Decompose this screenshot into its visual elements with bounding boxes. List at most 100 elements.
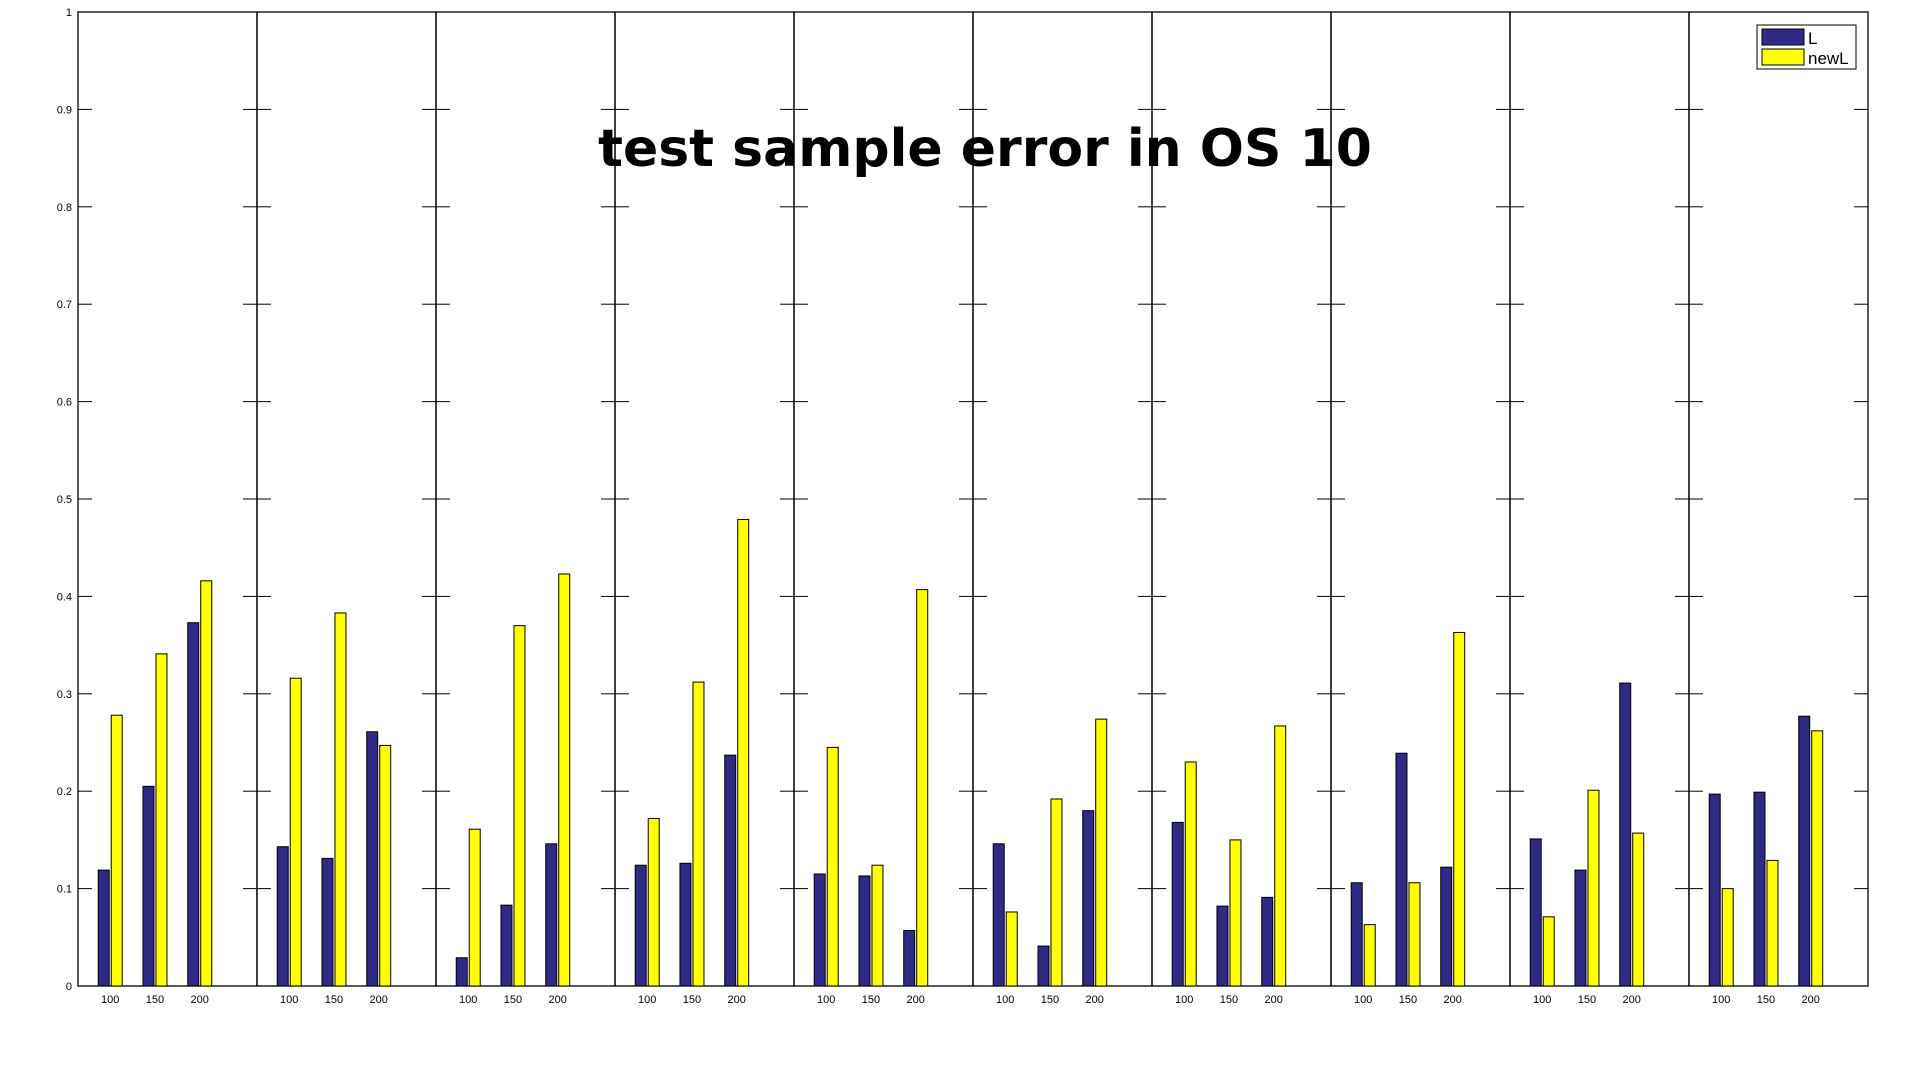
bar-l	[1708, 793, 1721, 987]
bar-newl	[200, 580, 213, 987]
bar-newl	[1587, 789, 1600, 987]
bar-newl	[558, 573, 571, 987]
x-tick-label: 200	[191, 994, 209, 1006]
bar-l	[1529, 838, 1542, 987]
x-tick-label: 200	[370, 994, 388, 1006]
x-tick-label: 200	[1444, 994, 1462, 1006]
bar-l	[1171, 821, 1184, 987]
y-tick-label: 1	[66, 7, 72, 19]
panel-8: 100 150 200	[1330, 11, 1511, 1006]
x-tick-label: 150	[683, 994, 701, 1006]
bar-l	[366, 731, 379, 987]
panels-layer: 100 150 200 100 150 200 100 150 200 100 150 200 100 1…	[77, 11, 1869, 1006]
legend-label-l: L	[1808, 29, 1817, 48]
bar-newl	[1229, 839, 1242, 987]
bar-l	[813, 873, 826, 987]
panel-7: 100 150 200	[1151, 11, 1332, 1006]
y-tick-label: 0.4	[57, 591, 72, 603]
bar-l	[545, 843, 558, 987]
x-tick-label: 100	[638, 994, 656, 1006]
bar-newl	[1184, 761, 1197, 987]
panel-4: 100 150 200	[614, 11, 795, 1006]
x-tick-label: 100	[1712, 994, 1730, 1006]
bar-newl	[1721, 888, 1734, 987]
bar-l	[276, 846, 289, 987]
x-tick-label: 200	[728, 994, 746, 1006]
bar-l	[500, 904, 513, 987]
bar-newl	[1095, 718, 1108, 987]
x-tick-label: 100	[1354, 994, 1372, 1006]
bar-l	[1574, 869, 1587, 987]
x-tick-label: 150	[1399, 994, 1417, 1006]
y-tick-label: 0	[66, 981, 72, 993]
bar-newl	[1005, 911, 1018, 987]
bar-l	[1395, 752, 1408, 987]
bar-l	[903, 929, 916, 987]
bar-l	[187, 622, 200, 987]
bar-newl	[334, 612, 347, 987]
x-tick-label: 100	[1533, 994, 1551, 1006]
x-tick-label: 200	[549, 994, 567, 1006]
x-tick-label: 150	[146, 994, 164, 1006]
bar-newl	[468, 828, 481, 987]
y-axis-ticks: 0 0.1 0.2 0.3 0.4 0.5 0.6 0.7 0.8 0.9 1	[57, 7, 72, 993]
bar-newl	[871, 864, 884, 987]
x-tick-label: 150	[1757, 994, 1775, 1006]
bar-l	[1037, 945, 1050, 987]
bar-newl	[1632, 832, 1645, 987]
bar-newl	[379, 744, 392, 987]
x-tick-label: 100	[817, 994, 835, 1006]
bar-l	[679, 862, 692, 987]
bar-l	[858, 875, 871, 987]
panel-10: 100 150 200	[1688, 11, 1869, 1006]
panel-5: 100 150 200	[793, 11, 974, 1006]
x-tick-label: 100	[280, 994, 298, 1006]
x-tick-label: 200	[1802, 994, 1820, 1006]
bar-l	[321, 857, 334, 987]
x-tick-label: 100	[1175, 994, 1193, 1006]
y-tick-label: 0.8	[57, 202, 72, 214]
legend: L newL	[1756, 24, 1857, 70]
chart-title: test sample error in OS 10	[598, 119, 1372, 179]
bar-newl	[692, 681, 705, 987]
bar-newl	[1408, 882, 1421, 987]
bar-newl	[110, 714, 123, 987]
x-tick-label: 150	[862, 994, 880, 1006]
x-tick-label: 150	[325, 994, 343, 1006]
bar-l	[1350, 882, 1363, 987]
bar-newl	[647, 817, 660, 987]
y-tick-label: 0.3	[57, 689, 72, 701]
x-tick-label: 200	[1623, 994, 1641, 1006]
x-tick-label: 150	[1578, 994, 1596, 1006]
y-tick-label: 0.7	[57, 299, 72, 311]
bar-newl	[737, 518, 750, 987]
bar-newl	[826, 746, 839, 987]
bar-newl	[513, 625, 526, 987]
legend-swatch-newl	[1761, 48, 1805, 66]
bar-l	[1440, 866, 1453, 987]
y-tick-label: 0.1	[57, 884, 72, 896]
x-tick-label: 150	[1220, 994, 1238, 1006]
y-tick-label: 0.6	[57, 397, 72, 409]
bar-l	[455, 957, 468, 987]
panel-1: 100 150 200	[77, 11, 258, 1006]
panel-2: 100 150 200	[256, 11, 437, 1006]
bar-l	[1216, 905, 1229, 987]
bar-l	[142, 785, 155, 987]
bar-l	[1798, 715, 1811, 987]
legend-label-newl: newL	[1808, 49, 1849, 68]
bar-newl	[289, 677, 302, 987]
bar-l	[1261, 896, 1274, 987]
bar-newl	[916, 589, 929, 987]
x-tick-label: 150	[1041, 994, 1059, 1006]
x-tick-label: 100	[459, 994, 477, 1006]
x-tick-label: 200	[1086, 994, 1104, 1006]
y-tick-label: 0.2	[57, 786, 72, 798]
bar-l	[97, 869, 110, 987]
bar-newl	[1363, 924, 1376, 987]
x-tick-label: 100	[996, 994, 1014, 1006]
x-tick-label: 200	[1265, 994, 1283, 1006]
bar-newl	[1453, 631, 1466, 987]
